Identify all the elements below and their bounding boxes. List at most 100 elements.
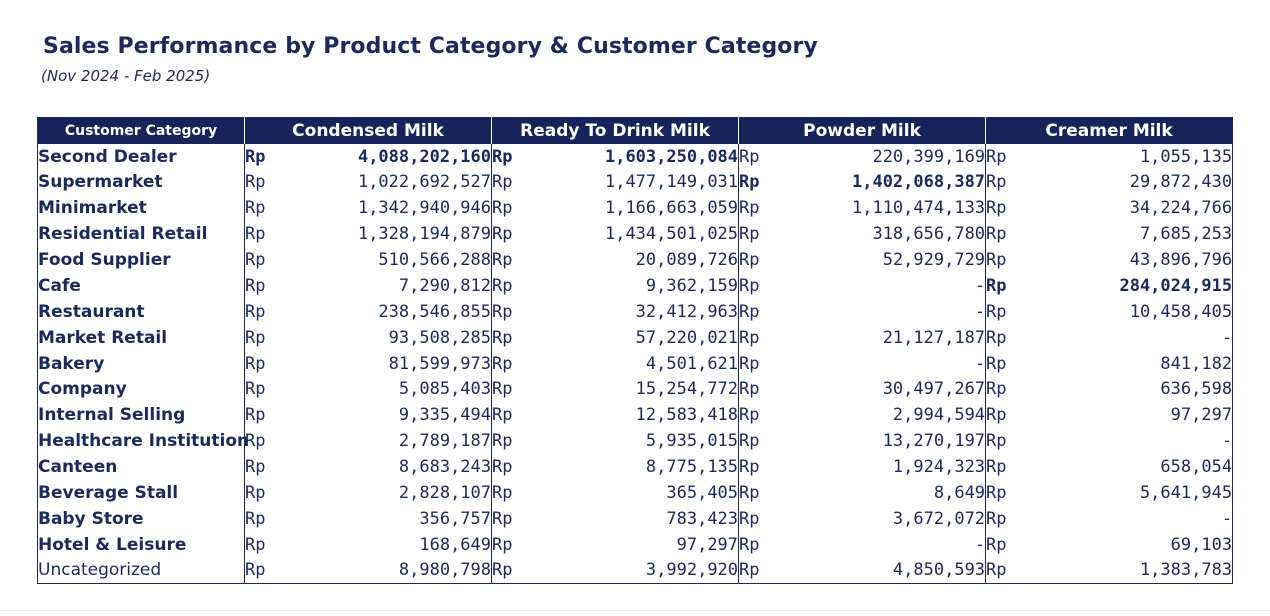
sales-value-cell: 220,399,169 xyxy=(784,143,987,170)
customer-category-cell: Minimarket xyxy=(37,195,245,222)
sales-value-cell: 7,685,253 xyxy=(1139,224,1233,245)
sales-value-cell: 5,935,015 xyxy=(537,428,740,455)
sales-value-cell: - xyxy=(1221,327,1233,348)
customer-category-cell: Uncategorized xyxy=(37,557,245,584)
currency-cell: Rp xyxy=(986,327,1007,348)
customer-category-cell: Canteen xyxy=(37,454,245,481)
currency-cell: Rp xyxy=(245,275,266,296)
currency-cell: Rp xyxy=(492,301,513,322)
sales-value-cell: 1,055,135 xyxy=(1139,147,1233,168)
sales-value-cell: 81,599,973 xyxy=(290,350,493,377)
customer-category-cell: Bakery xyxy=(37,350,245,377)
sales-value-cell: 1,022,692,527 xyxy=(290,169,493,196)
header-creamer-milk: Creamer Milk xyxy=(985,117,1233,144)
currency-cell: Rp xyxy=(739,172,760,193)
sales-value-cell: - xyxy=(784,531,987,558)
sales-value-cell: 32,412,963 xyxy=(537,298,740,325)
table-row: Uncategorized Rp 8,980,798 Rp 3,992,920 Rp 4,8… xyxy=(37,557,1233,584)
sales-value-cell: 15,254,772 xyxy=(537,376,740,403)
sales-value-cell: 93,508,285 xyxy=(290,324,493,351)
report-title: Sales Performance by Product Category & … xyxy=(43,34,818,59)
table-row: Residential Retail Rp 1,328,194,879 Rp 1,434… xyxy=(37,221,1233,248)
currency-cell: Rp xyxy=(492,353,513,374)
currency-cell: Rp xyxy=(986,431,1007,452)
currency-cell: Rp xyxy=(739,301,760,322)
customer-category-cell: Residential Retail xyxy=(37,221,245,248)
table-row: Food Supplier Rp 510,566,288 Rp 20,089,726 Rp… xyxy=(37,247,1233,273)
table-row: Healthcare Institution Rp 2,789,187 Rp 5,935… xyxy=(37,428,1233,455)
header-customer-category: Customer Category xyxy=(37,117,245,144)
sales-value-cell: 783,423 xyxy=(537,505,740,532)
sales-value-cell: 658,054 xyxy=(1160,457,1233,478)
sales-value-cell: 356,757 xyxy=(290,505,493,532)
currency-cell: Rp xyxy=(492,457,513,478)
currency-cell: Rp xyxy=(492,405,513,426)
table-row: Company Rp 5,085,403 Rp 15,254,772 Rp 30,497,2… xyxy=(37,376,1233,403)
table-body: Second Dealer Rp 4,088,202,160 Rp 1,603,250,… xyxy=(37,143,1233,584)
sales-value-cell: 8,649 xyxy=(784,480,987,506)
currency-cell: Rp xyxy=(492,198,513,219)
currency-cell: Rp xyxy=(739,560,760,581)
currency-cell: Rp xyxy=(739,147,760,168)
currency-cell: Rp xyxy=(245,431,266,452)
currency-cell: Rp xyxy=(739,224,760,245)
customer-category-cell: Healthcare Institution xyxy=(37,428,249,455)
currency-cell: Rp xyxy=(492,534,513,555)
currency-cell: Rp xyxy=(986,379,1007,400)
sales-value-cell: 29,872,430 xyxy=(1129,172,1233,193)
currency-cell: Rp xyxy=(986,405,1007,426)
currency-cell: Rp xyxy=(986,147,1007,168)
currency-cell: Rp xyxy=(245,560,266,581)
currency-cell: Rp xyxy=(492,172,513,193)
sales-value-cell: 57,220,021 xyxy=(537,324,740,351)
sales-value-cell: 318,656,780 xyxy=(784,221,987,248)
currency-cell: Rp xyxy=(245,457,266,478)
table-header-row: Customer Category Condensed Milk Ready T… xyxy=(37,117,1233,144)
sales-value-cell: 1,402,068,387 xyxy=(784,169,987,196)
sales-value-cell: 8,980,798 xyxy=(290,557,493,584)
customer-category-cell: Hotel & Leisure xyxy=(37,531,245,558)
currency-cell: Rp xyxy=(739,353,760,374)
sales-value-cell: 1,166,663,059 xyxy=(537,195,740,222)
sales-value-cell: 510,566,288 xyxy=(290,247,493,273)
currency-cell: Rp xyxy=(492,147,513,168)
table-row: Internal Selling Rp 9,335,494 Rp 12,583,418 R… xyxy=(37,402,1233,429)
sales-value-cell: - xyxy=(1221,508,1233,529)
sales-value-cell: 5,085,403 xyxy=(290,376,493,403)
currency-cell: Rp xyxy=(739,250,760,270)
currency-cell: Rp xyxy=(245,508,266,529)
sales-value-cell: 365,405 xyxy=(537,480,740,506)
table-row: Beverage Stall Rp 2,828,107 Rp 365,405 Rp 8,64… xyxy=(37,480,1233,506)
table-row: Restaurant Rp 238,546,855 Rp 32,412,963 Rp - Rp… xyxy=(37,298,1233,325)
table-row: Supermarket Rp 1,022,692,527 Rp 1,477,149,03… xyxy=(37,169,1233,196)
report-subtitle: (Nov 2024 - Feb 2025) xyxy=(41,67,211,85)
currency-cell: Rp xyxy=(245,379,266,400)
customer-category-cell: Company xyxy=(37,376,245,403)
sales-value-cell: 2,828,107 xyxy=(290,480,493,506)
table-row: Canteen Rp 8,683,243 Rp 8,775,135 Rp 1,924,323… xyxy=(37,454,1233,481)
sales-value-cell: 1,477,149,031 xyxy=(537,169,740,196)
currency-cell: Rp xyxy=(492,508,513,529)
currency-cell: Rp xyxy=(245,327,266,348)
table-row: Second Dealer Rp 4,088,202,160 Rp 1,603,250,… xyxy=(37,143,1233,170)
customer-category-cell: Food Supplier xyxy=(37,247,245,273)
sales-value-cell: 1,342,940,946 xyxy=(290,195,493,222)
header-ready-to-drink-milk: Ready To Drink Milk xyxy=(491,117,740,144)
sales-value-cell: 52,929,729 xyxy=(784,247,987,273)
table-row: Hotel & Leisure Rp 168,649 Rp 97,297 Rp - Rp 69,… xyxy=(37,531,1233,558)
table-row: Baby Store Rp 356,757 Rp 783,423 Rp 3,672,072 R… xyxy=(37,505,1233,532)
customer-category-cell: Internal Selling xyxy=(37,402,245,429)
header-condensed-milk: Condensed Milk xyxy=(244,117,493,144)
currency-cell: Rp xyxy=(492,483,513,504)
currency-cell: Rp xyxy=(245,172,266,193)
table-row: Bakery Rp 81,599,973 Rp 4,501,621 Rp - Rp 841,18… xyxy=(37,350,1233,377)
sales-value-cell: - xyxy=(1221,431,1233,452)
currency-cell: Rp xyxy=(986,198,1007,219)
sales-value-cell: 3,672,072 xyxy=(784,505,987,532)
sales-value-cell: 69,103 xyxy=(1170,534,1233,555)
sales-value-cell: 168,649 xyxy=(290,531,493,558)
currency-cell: Rp xyxy=(986,250,1007,270)
page-divider xyxy=(0,610,1270,611)
currency-cell: Rp xyxy=(739,457,760,478)
customer-category-cell: Supermarket xyxy=(37,169,245,196)
